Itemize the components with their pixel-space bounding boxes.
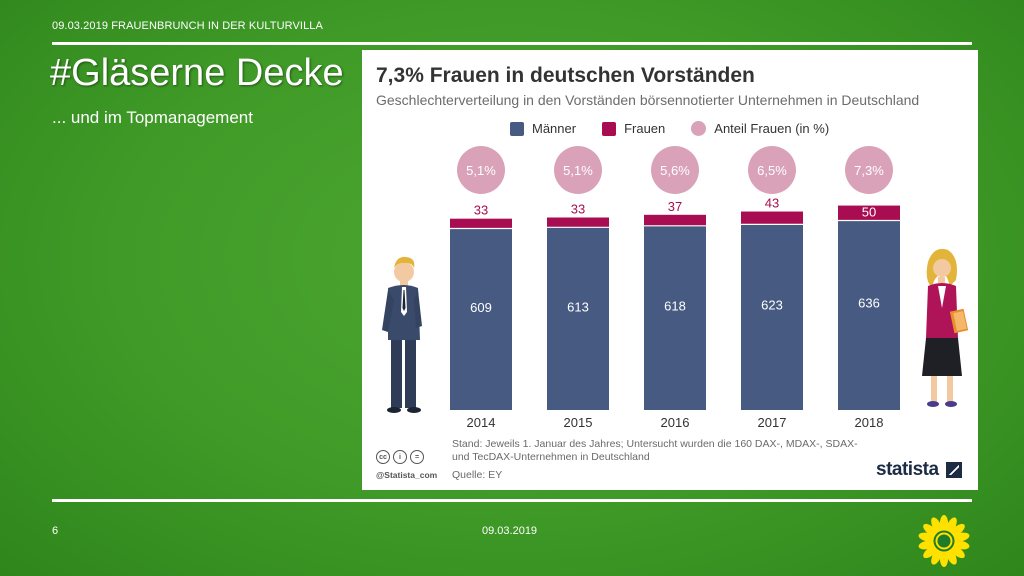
bar-maenner-2018 [838, 220, 900, 410]
statista-handle: @Statista_com [376, 470, 438, 480]
sunflower-petal [945, 517, 957, 534]
share-bubble-2018 [845, 146, 893, 194]
label-maenner-2017: 623 [761, 298, 783, 313]
label-frauen-2015: 33 [571, 201, 585, 216]
share-label-2017: 6,5% [757, 163, 787, 178]
sunflower-logo-icon [918, 515, 970, 567]
slide-subtitle: ... und im Topmanagement [52, 108, 253, 127]
bar-frauen-2018 [838, 205, 900, 221]
legend-swatch-frauen [602, 121, 617, 136]
bar-chart: 609 33 5,1% 2014 613 33 5,1% 2015 618 37 5,6% 2016 6… [382, 146, 969, 430]
sunflower-petal [945, 548, 957, 565]
x-tick-2015: 2015 [564, 415, 593, 430]
bar-maenner-2017 [741, 224, 803, 410]
label-frauen-2014: 33 [474, 203, 488, 218]
label-maenner-2014: 609 [470, 300, 492, 315]
share-bubble-2015 [554, 146, 602, 194]
share-bubble-2014 [457, 146, 505, 194]
sunflower-petal [951, 532, 970, 542]
bar-maenner-2014 [450, 228, 512, 410]
sunflower-petal [923, 545, 939, 559]
share-label-2016: 5,6% [660, 163, 690, 178]
sunflower-petal [931, 517, 943, 534]
x-tick-2016: 2016 [661, 415, 690, 430]
label-maenner-2018: 636 [858, 296, 880, 311]
infographic-card: 7,3% Frauen in deutschen Vorständen Gesc… [362, 50, 978, 490]
label-frauen-2017: 43 [765, 196, 779, 211]
header-text: 09.03.2019 FRAUENBRUNCH IN DER KULTURVIL… [52, 20, 323, 32]
cc-license-icons: cc i = [376, 450, 424, 464]
page-number: 6 [52, 525, 59, 537]
share-label-2015: 5,1% [563, 163, 593, 178]
equal-icon: = [410, 450, 424, 464]
footer-rule [52, 499, 972, 502]
share-label-2018: 7,3% [854, 163, 884, 178]
man-illustration [382, 256, 422, 413]
statista-logo: statista [876, 459, 939, 480]
bar-frauen-2015 [547, 217, 609, 228]
legend-item-frauen: Frauen [602, 121, 665, 136]
bar-maenner-2016 [644, 225, 706, 410]
chart-title: 7,3% Frauen in deutschen Vorständen [376, 64, 755, 87]
share-bubble-2016 [651, 146, 699, 194]
slide-title: #Gläserne Decke [50, 52, 344, 94]
label-maenner-2016: 618 [664, 299, 686, 314]
chart-note: Stand: Jeweils 1. Januar des Jahres; Unt… [452, 438, 858, 463]
cc-icon: cc [376, 450, 390, 464]
chart-legend: Männer Frauen Anteil Frauen (in %) [510, 121, 855, 136]
bar-maenner-2015 [547, 227, 609, 410]
legend-swatch-maenner [510, 121, 524, 136]
chart-subtitle: Geschlechterverteilung in den Vorständen… [376, 92, 920, 108]
x-tick-2017: 2017 [758, 415, 787, 430]
sunflower-petal [949, 545, 965, 559]
bar-frauen-2014 [450, 218, 512, 229]
sunflower-petal [949, 523, 965, 537]
legend-swatch-anteil [691, 121, 707, 136]
legend-item-maenner: Männer [510, 121, 576, 136]
legend-label-anteil: Anteil Frauen (in %) [714, 121, 830, 136]
share-bubble-2017 [748, 146, 796, 194]
label-frauen-2018: 50 [862, 204, 876, 219]
sunflower-petal [918, 540, 937, 550]
bars-group: 609 33 5,1% 2014 613 33 5,1% 2015 618 37 5,6% 2016 6… [450, 146, 900, 430]
legend-label-frauen: Frauen [624, 121, 666, 136]
x-tick-2014: 2014 [467, 415, 496, 430]
header-rule [52, 42, 972, 45]
statista-logo-icon [946, 462, 962, 478]
x-tick-2018: 2018 [855, 415, 884, 430]
sunflower-petal [923, 523, 939, 537]
bar-frauen-2017 [741, 211, 803, 225]
woman-illustration [922, 248, 969, 407]
footer-date: 09.03.2019 [482, 525, 538, 537]
chart-source: Quelle: EY [452, 469, 503, 481]
legend-item-anteil: Anteil Frauen (in %) [691, 121, 829, 136]
sunflower-petal [931, 548, 943, 565]
bar-frauen-2016 [644, 214, 706, 226]
label-maenner-2015: 613 [567, 299, 589, 314]
legend-label-maenner: Männer [532, 121, 577, 136]
by-icon: i [393, 450, 407, 464]
label-frauen-2016: 37 [668, 199, 682, 214]
share-label-2014: 5,1% [466, 163, 496, 178]
